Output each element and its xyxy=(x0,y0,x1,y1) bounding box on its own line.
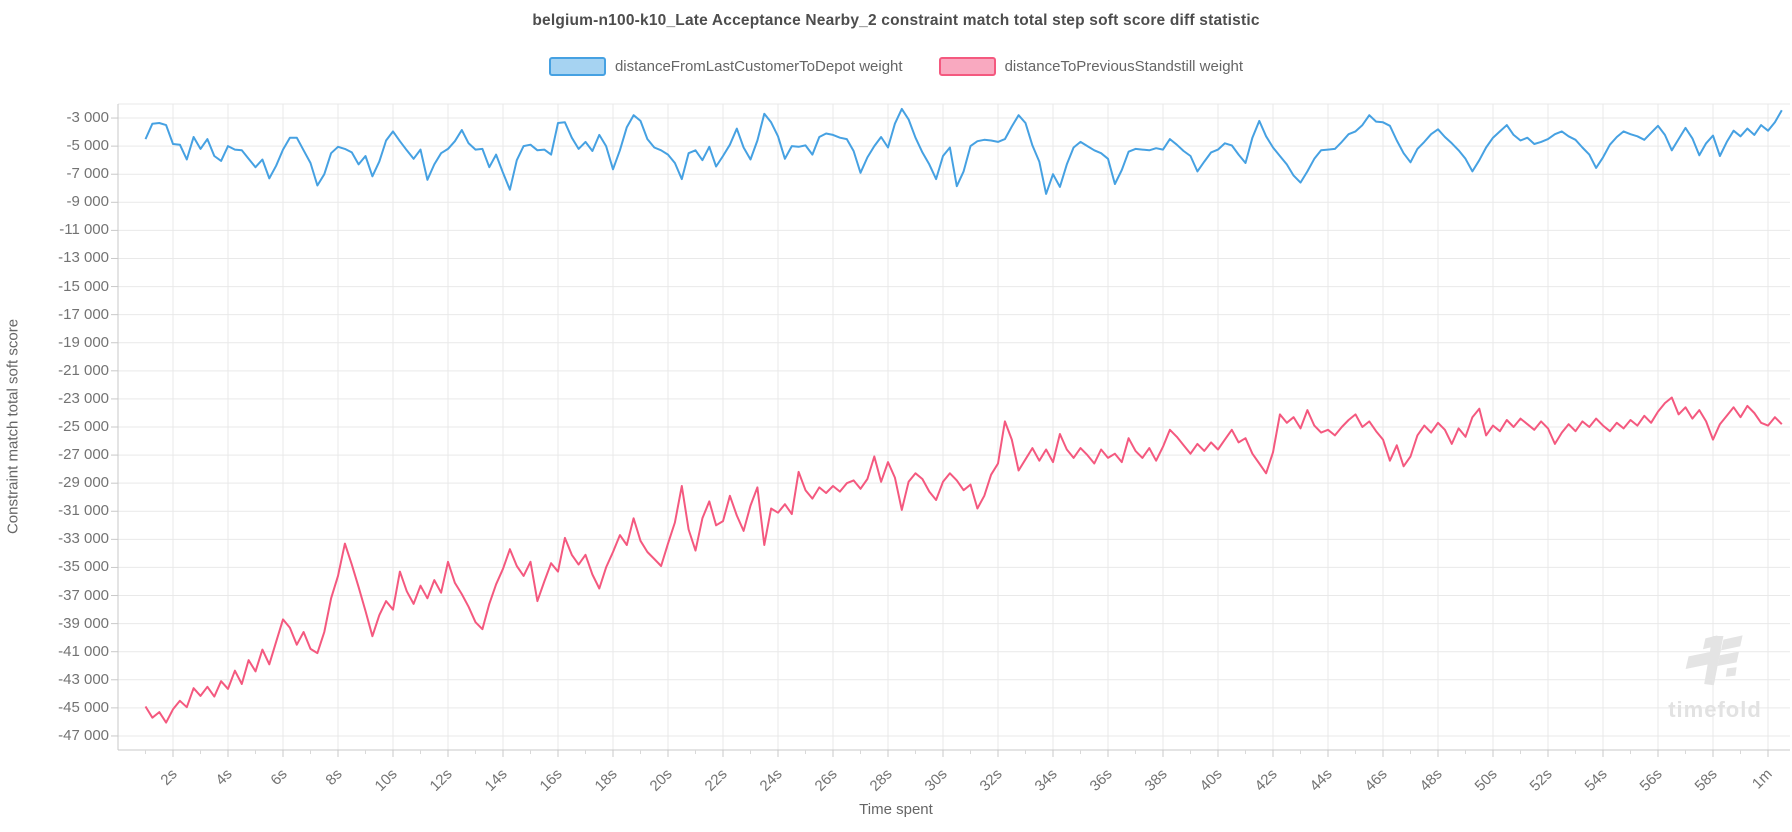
y-tick-label: -13 000 xyxy=(58,249,109,267)
y-tick-label: -45 000 xyxy=(58,698,109,716)
legend-swatch-pink xyxy=(938,57,996,76)
y-axis-title: Constraint match total soft score xyxy=(4,318,22,535)
y-tick-label: -31 000 xyxy=(58,502,109,520)
y-tick-label: -41 000 xyxy=(58,642,109,660)
x-axis-title: Time spent xyxy=(859,801,933,818)
y-tick-label: -3 000 xyxy=(66,109,109,127)
legend-item-distance-to-previous-standstill[interactable]: distanceToPreviousStandstill weight xyxy=(938,57,1244,76)
y-tick-label: -5 000 xyxy=(66,137,109,155)
y-tick-label: -7 000 xyxy=(66,165,109,183)
y-tick-label: -19 000 xyxy=(58,333,109,351)
y-tick-label: -47 000 xyxy=(58,726,109,744)
legend-label: distanceToPreviousStandstill weight xyxy=(1004,58,1244,75)
y-tick-label: -15 000 xyxy=(58,277,109,295)
y-tick-label: -11 000 xyxy=(59,221,109,239)
y-tick-label: -27 000 xyxy=(58,446,109,464)
series-line-distanceToPreviousStandstill xyxy=(144,396,1783,724)
legend-label: distanceFromLastCustomerToDepot weight xyxy=(614,58,903,75)
y-tick-label: -39 000 xyxy=(58,614,109,632)
legend: distanceFromLastCustomerToDepot weight d… xyxy=(0,57,1792,76)
y-tick-label: -25 000 xyxy=(58,418,109,435)
y-tick-label: -43 000 xyxy=(58,670,109,688)
y-tick-label: -33 000 xyxy=(58,530,109,548)
series-line-distanceFromLastCustomerToDepot xyxy=(144,107,1783,195)
y-tick-label: -9 000 xyxy=(66,193,109,211)
y-tick-label: -17 000 xyxy=(58,305,109,323)
y-tick-label: -23 000 xyxy=(58,389,109,407)
y-tick-label: -37 000 xyxy=(58,586,109,604)
y-tick-label: -29 000 xyxy=(58,474,109,492)
y-tick-label: -35 000 xyxy=(58,558,109,576)
legend-swatch-blue xyxy=(548,57,606,76)
legend-item-distance-from-last-customer-to-depot[interactable]: distanceFromLastCustomerToDepot weight xyxy=(548,57,903,76)
chart-title: belgium-n100-k10_Late Acceptance Nearby_… xyxy=(532,12,1260,29)
y-tick-label: -21 000 xyxy=(58,361,109,379)
